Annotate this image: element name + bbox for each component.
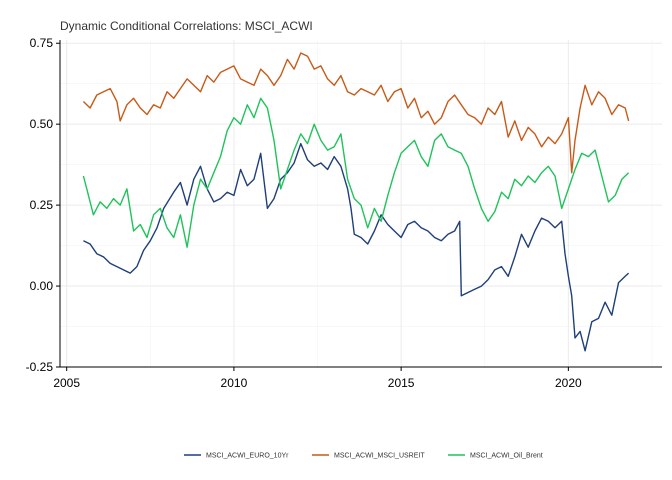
series-line-msci-acwi-euro-10yr: [83, 142, 630, 352]
x-tick-label: 2010: [221, 376, 248, 390]
y-tick-label: 0.75: [30, 36, 54, 50]
y-tick-label: -0.25: [26, 360, 54, 374]
series-line-msci-acwi-oil-brent: [82, 97, 630, 248]
legend: MSCI_ACWI_EURO_10Yr MSCI_ACWI_MSCI_USREIT…: [184, 453, 543, 460]
legend-item: MSCI_ACWI_MSCI_USREIT: [312, 453, 425, 460]
legend-label: MSCI_ACWI_MSCI_USREIT: [334, 453, 425, 460]
legend-item: MSCI_ACWI_EURO_10Yr: [184, 453, 289, 460]
y-tick-label: 0.00: [30, 279, 54, 293]
x-tick-label: 2005: [53, 376, 80, 390]
legend-label: MSCI_ACWI_EURO_10Yr: [206, 453, 289, 460]
legend-item: MSCI_ACWI_Oil_Brent: [448, 453, 543, 460]
x-axis: 2005 2010 2015 2020: [53, 367, 582, 390]
y-axis: -0.25 0.00 0.25 0.50 0.75: [26, 36, 60, 374]
chart-title: Dynamic Conditional Correlations: MSCI_A…: [60, 19, 313, 33]
x-tick-label: 2020: [555, 376, 582, 390]
series-line-msci-acwi-msci-usreit: [82, 52, 630, 174]
y-tick-label: 0.50: [30, 117, 54, 131]
legend-label: MSCI_ACWI_Oil_Brent: [470, 453, 543, 460]
series-lines: [82, 52, 630, 352]
x-tick-label: 2015: [388, 376, 415, 390]
y-tick-label: 0.25: [30, 198, 54, 212]
